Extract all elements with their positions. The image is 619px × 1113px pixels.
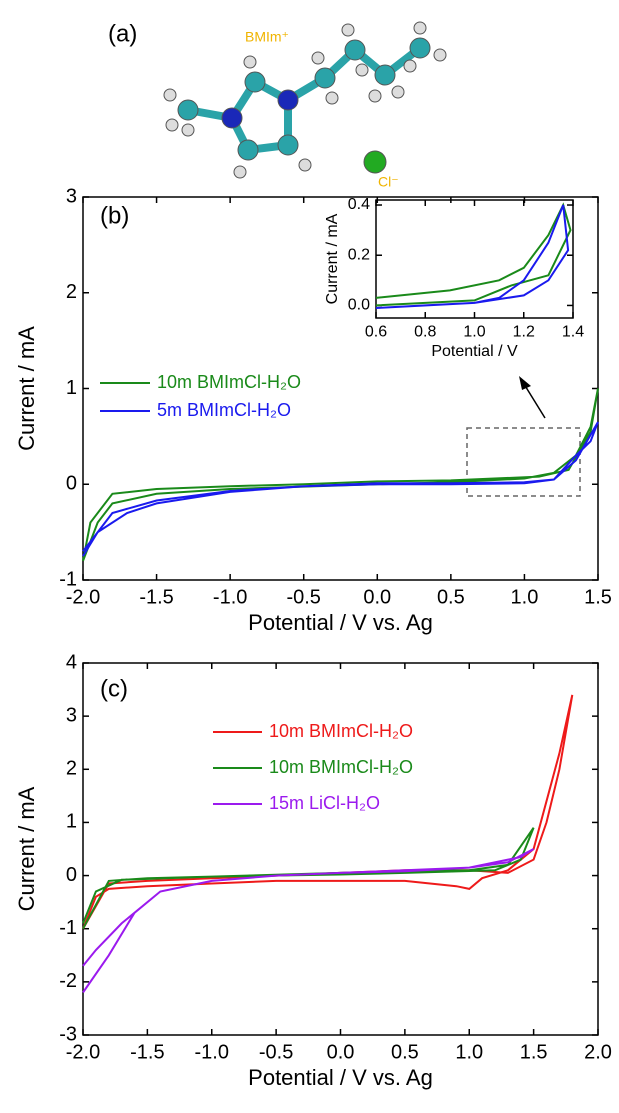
- y-tick-label: -3: [59, 1023, 77, 1045]
- y-tick-label: 3: [66, 704, 77, 726]
- x-tick-label: 1.5: [520, 1041, 548, 1063]
- x-tick-label: -2.0: [66, 1041, 100, 1063]
- y-tick-label: -1: [59, 917, 77, 939]
- y-tick-label: -2: [59, 970, 77, 992]
- series-line: [375, 204, 570, 309]
- x-tick-label: -0.5: [259, 1041, 293, 1063]
- x-tick-label: 0.5: [391, 1041, 419, 1063]
- zoom-box: [466, 427, 581, 497]
- x-tick-label: 0.8: [414, 324, 436, 341]
- x-axis-label: Potential / V vs. Ag: [248, 610, 433, 635]
- y-tick-label: 4: [66, 651, 77, 673]
- x-axis-label: Potential / V vs. Ag: [248, 1065, 433, 1090]
- x-tick-label: 1.0: [463, 324, 485, 341]
- legend-label: 10m BMImCl-H₂O: [269, 757, 413, 777]
- x-tick-label: -1.5: [130, 1041, 164, 1063]
- y-tick-label: 0.4: [348, 196, 370, 213]
- x-tick-label: 1.2: [513, 324, 535, 341]
- x-tick-label: 0.0: [363, 586, 391, 608]
- panel-label: (b): [100, 202, 129, 229]
- legend-label: 5m BMImCl-H₂O: [157, 400, 291, 420]
- x-tick-label: 0.6: [365, 324, 387, 341]
- panel-label: (c): [100, 675, 128, 702]
- y-axis-label: Current / mA: [14, 786, 39, 911]
- bonds: [184, 44, 424, 154]
- zoom-arrow: [523, 383, 546, 419]
- x-axis-label: Potential / V: [431, 343, 518, 360]
- legend-label: 10m BMImCl-H₂O: [269, 721, 413, 741]
- x-tick-label: -1.5: [139, 586, 173, 608]
- series-line: [82, 827, 535, 930]
- x-tick-label: -2.0: [66, 586, 100, 608]
- y-tick-label: 1: [66, 377, 77, 399]
- x-tick-label: 1.5: [584, 586, 612, 608]
- x-tick-label: 0.0: [327, 1041, 355, 1063]
- legend-label: 10m BMImCl-H₂O: [157, 372, 301, 392]
- zoom-arrowhead: [519, 376, 531, 390]
- series-line: [82, 421, 599, 557]
- y-axis-label: Current / mA: [324, 213, 341, 304]
- y-tick-label: 3: [66, 185, 77, 207]
- y-tick-label: 0: [66, 473, 77, 495]
- anion-label: Cl⁻: [378, 174, 399, 190]
- cation-label: BMIm⁺: [245, 29, 289, 45]
- x-tick-label: 1.0: [455, 1041, 483, 1063]
- series-line: [82, 848, 535, 994]
- x-tick-label: 2.0: [584, 1041, 612, 1063]
- y-tick-label: 0.0: [348, 297, 370, 314]
- x-tick-label: 0.5: [437, 586, 465, 608]
- y-tick-label: 2: [66, 758, 77, 780]
- x-tick-label: -0.5: [286, 586, 320, 608]
- y-tick-label: 1: [66, 811, 77, 833]
- x-tick-label: 1.0: [511, 586, 539, 608]
- panel-label: (a): [108, 20, 137, 47]
- plot-frame: [82, 662, 599, 1036]
- y-tick-label: 0: [66, 864, 77, 886]
- legend-label: 15m LiCl-H₂O: [269, 793, 380, 813]
- y-tick-label: 2: [66, 281, 77, 303]
- y-tick-label: -1: [59, 568, 77, 590]
- series-line: [82, 388, 599, 562]
- x-tick-label: -1.0: [195, 1041, 229, 1063]
- y-axis-label: Current / mA: [14, 326, 39, 451]
- x-tick-label: -1.0: [213, 586, 247, 608]
- x-tick-label: 1.4: [562, 324, 584, 341]
- y-tick-label: 0.2: [348, 246, 370, 263]
- molecule: [163, 21, 447, 179]
